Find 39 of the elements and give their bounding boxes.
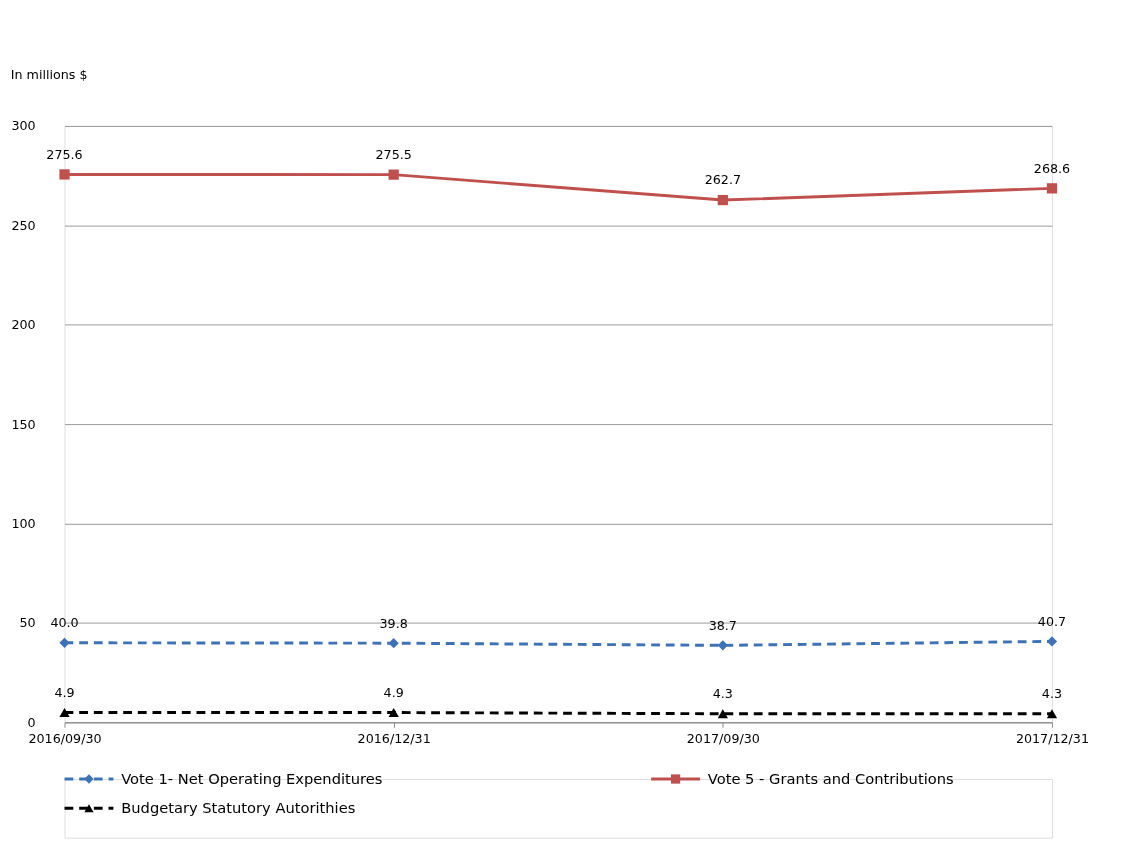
y-tick-label: 200 [11,317,36,333]
y-tick-label: 300 [11,118,36,134]
point [59,169,70,180]
data-label: 40.7 [1037,613,1067,629]
y-tick-label: 0 [27,714,36,730]
point [59,708,70,717]
data-label: 4.3 [1041,686,1063,702]
point [1046,636,1058,647]
point [388,708,399,717]
y-axis-title: In millions $ [10,67,88,82]
y-tick-label: 150 [11,416,36,432]
x-tick-label: 2016/12/31 [357,731,431,747]
data-label: 4.3 [712,686,733,702]
point [717,194,728,206]
data-label: 38.7 [708,617,737,633]
x-tick-label: 2017/12/31 [1015,731,1090,747]
point [717,640,728,651]
data-label: 275.5 [375,146,412,162]
point [717,709,728,719]
legend-label: Vote 5 - Grants and Contributions [707,769,954,787]
y-tick-label: 50 [19,615,36,631]
point [1046,709,1058,719]
data-label: 4.9 [383,684,404,700]
point [388,638,399,649]
legend-label: Budgetary Statutory Autorithies [121,799,356,817]
x-tick-label: 2017/09/30 [686,731,760,747]
y-tick-label: 100 [11,515,36,531]
data-label: 275.6 [46,146,83,162]
data-label: 268.6 [1033,160,1071,176]
x-tick-label: 2016/09/30 [28,731,102,747]
data-label: 262.7 [704,172,741,188]
point [1046,183,1058,194]
point [388,169,399,180]
point [59,637,70,648]
legend-label: Vote 1- Net Operating Expenditures [121,769,383,787]
y-tick-label: 250 [11,217,36,233]
data-label: 40.0 [50,615,79,631]
data-label: 4.9 [54,684,75,700]
data-label: 39.8 [379,615,408,631]
